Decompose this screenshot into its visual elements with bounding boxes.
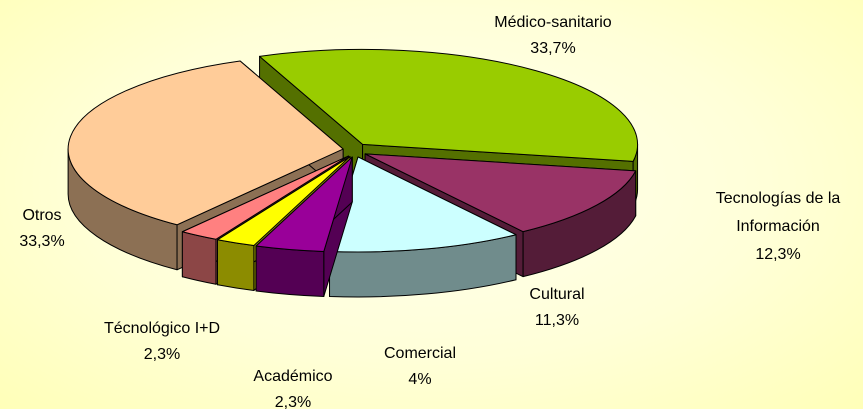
slice-top [329, 156, 517, 253]
value-label: 2,3% [143, 346, 181, 363]
value-label: 11,3% [534, 312, 580, 329]
category-name: Tecnologías de la Información [715, 190, 841, 235]
category-name: Otros [22, 207, 62, 224]
slice-wall [181, 231, 217, 285]
slice-label: Técnológico I+D 2,3% [104, 316, 220, 368]
pie-slice [329, 156, 517, 298]
slice-label: Comercial 4% [384, 341, 456, 393]
slice-top [216, 156, 351, 247]
slice-label: Académico 2,3% [253, 364, 332, 409]
value-label: 2,3% [274, 394, 312, 409]
slice-wall [255, 245, 325, 297]
category-name: Médico-sanitario [494, 14, 612, 31]
slice-label: Médico-sanitario 33,7% [494, 10, 611, 62]
slice-top [364, 153, 637, 233]
slice-top [259, 48, 639, 162]
slice-top [181, 155, 349, 240]
pie-slice [255, 156, 353, 297]
category-name: Académico [253, 368, 333, 385]
slice-top [67, 60, 344, 226]
slice-label: Otros 33,3% [19, 203, 64, 255]
category-name: Cultural [529, 286, 585, 303]
value-label: 12,3% [755, 246, 801, 263]
value-label: 33,7% [530, 40, 576, 57]
slice-label: Tecnologías de la Información 12,3% [693, 185, 863, 269]
value-label: 33,3% [19, 233, 65, 250]
slice-label: Cultural 11,3% [529, 282, 584, 334]
slice-top [255, 156, 353, 252]
category-name: Técnológico I+D [103, 320, 221, 337]
value-label: 4% [408, 371, 432, 388]
slice-wall [216, 239, 255, 292]
category-name: Comercial [383, 345, 457, 362]
